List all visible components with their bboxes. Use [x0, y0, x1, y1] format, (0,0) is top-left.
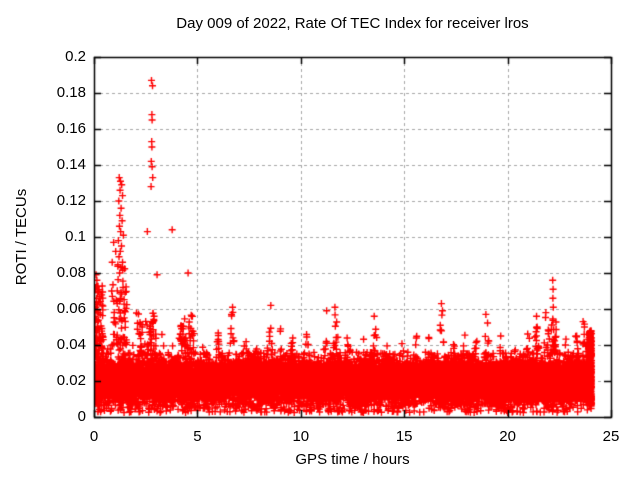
x-tick-label: 5: [193, 428, 202, 445]
y-tick-label: 0.1: [65, 228, 86, 245]
x-tick-label: 10: [292, 428, 310, 445]
y-tick-label: 0.02: [56, 372, 86, 389]
y-tick-label: 0.14: [56, 156, 86, 173]
y-tick-label: 0.2: [65, 48, 86, 65]
y-tick-label: 0.04: [56, 336, 86, 353]
x-tick-label: 0: [89, 428, 99, 445]
y-tick-label: 0.06: [56, 300, 86, 317]
y-tick-label: 0: [77, 408, 86, 425]
y-tick-label: 0.12: [56, 192, 86, 209]
chart-title: Day 009 of 2022, Rate Of TEC Index for r…: [176, 15, 529, 32]
y-tick-label: 0.16: [56, 120, 86, 137]
x-tick-label: 20: [499, 428, 516, 445]
y-tick-label: 0.08: [56, 264, 86, 281]
x-tick-label: 15: [395, 428, 413, 445]
x-tick-label: 25: [602, 428, 620, 445]
y-axis-label: ROTI / TECUs: [13, 188, 30, 286]
x-axis-label: GPS time / hours: [295, 451, 410, 468]
y-tick-label: 0.18: [56, 84, 86, 101]
